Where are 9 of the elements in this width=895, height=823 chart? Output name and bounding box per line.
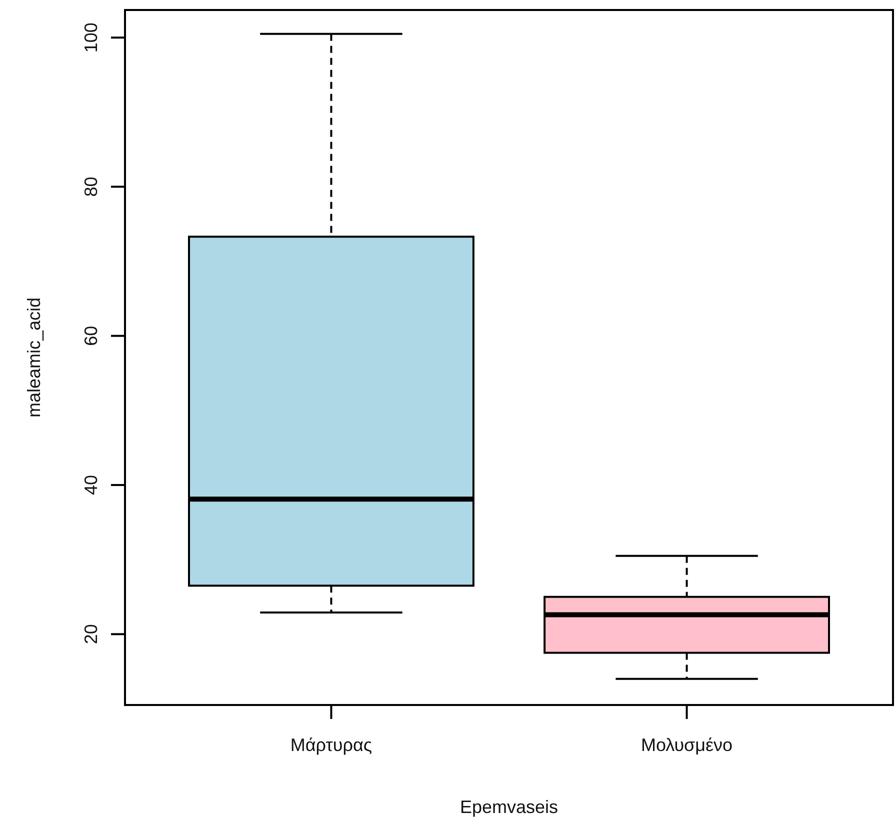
x-axis-title: Epemvaseis bbox=[460, 797, 558, 817]
y-axis-title: maleamic_acid bbox=[24, 297, 44, 418]
y-tick-label: 80 bbox=[81, 176, 101, 197]
y-tick-label: 100 bbox=[81, 22, 101, 53]
y-tick-label: 20 bbox=[81, 624, 101, 644]
x-tick-label: Μολυσμένο bbox=[640, 735, 733, 755]
x-tick-label: Μάρτυρας bbox=[290, 735, 372, 755]
y-tick-label: 40 bbox=[81, 475, 101, 496]
y-tick-label: 60 bbox=[81, 326, 101, 346]
